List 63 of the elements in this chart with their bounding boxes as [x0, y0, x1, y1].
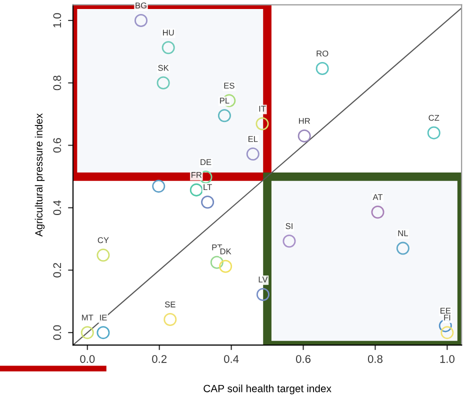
point [96, 248, 110, 262]
point [190, 183, 203, 196]
annotation: ES [224, 82, 234, 89]
y-axis-title: Agricultural pressure index [34, 113, 45, 237]
x-tick-label: 0.2 [152, 355, 167, 363]
point [219, 260, 232, 273]
point [201, 196, 214, 209]
point [80, 326, 94, 340]
point [156, 76, 170, 90]
x-tick-label: 0.6 [296, 355, 311, 363]
point [134, 14, 148, 27]
y-tick-label: 1.0 [53, 13, 62, 28]
point [316, 62, 329, 76]
annotation: NL [398, 230, 408, 236]
annotation: PT [212, 244, 222, 250]
point [427, 126, 440, 140]
annotation: HR [299, 118, 310, 124]
annotation: DK [220, 248, 232, 254]
point [162, 41, 175, 54]
point [210, 256, 224, 269]
x-tick-label: 0.0 [80, 355, 95, 363]
x-axis-title: CAP soil health target index [204, 384, 332, 394]
point [396, 242, 410, 255]
y-tick-label: 0.8 [53, 76, 62, 90]
point [164, 312, 177, 326]
annotation: SE [164, 302, 176, 308]
y-tick-label: 0.0 [53, 325, 62, 340]
point [440, 326, 454, 340]
point [96, 326, 110, 340]
annotation: LT [204, 184, 212, 190]
annotation: DE [200, 159, 212, 165]
x-tick-label: 0.8 [368, 355, 382, 363]
annotation: HU [163, 30, 174, 36]
point [218, 109, 231, 122]
annotation: AT [372, 194, 383, 200]
annotation: CY [98, 237, 109, 244]
point [246, 148, 260, 161]
annotation: FI [444, 314, 450, 320]
annotation: LV [258, 276, 268, 282]
annotation: MT [82, 314, 94, 320]
annotation: CZ [428, 114, 440, 121]
x-tick-label: 1.0 [440, 355, 454, 363]
point [256, 288, 270, 302]
x-tick-label: 0.4 [224, 355, 239, 363]
y-tick-label: 0.4 [53, 200, 62, 216]
annotation: RO [316, 50, 328, 56]
annotation: EE [440, 308, 451, 314]
annotation: SI [286, 223, 292, 230]
point [438, 319, 452, 332]
y-tick-label: 0.6 [53, 138, 62, 153]
annotation: IT [259, 106, 266, 112]
annotation: PL [220, 98, 230, 104]
annotation: IE [100, 314, 107, 320]
annotation: BG [136, 2, 146, 8]
point [256, 117, 269, 130]
y-tick-label: 0.2 [53, 262, 62, 278]
point [282, 234, 296, 248]
annotation: FR [192, 172, 202, 178]
point [371, 206, 384, 219]
point [152, 180, 166, 193]
annotation: SK [158, 64, 169, 71]
annotation: EL [248, 136, 258, 142]
point [298, 129, 311, 142]
